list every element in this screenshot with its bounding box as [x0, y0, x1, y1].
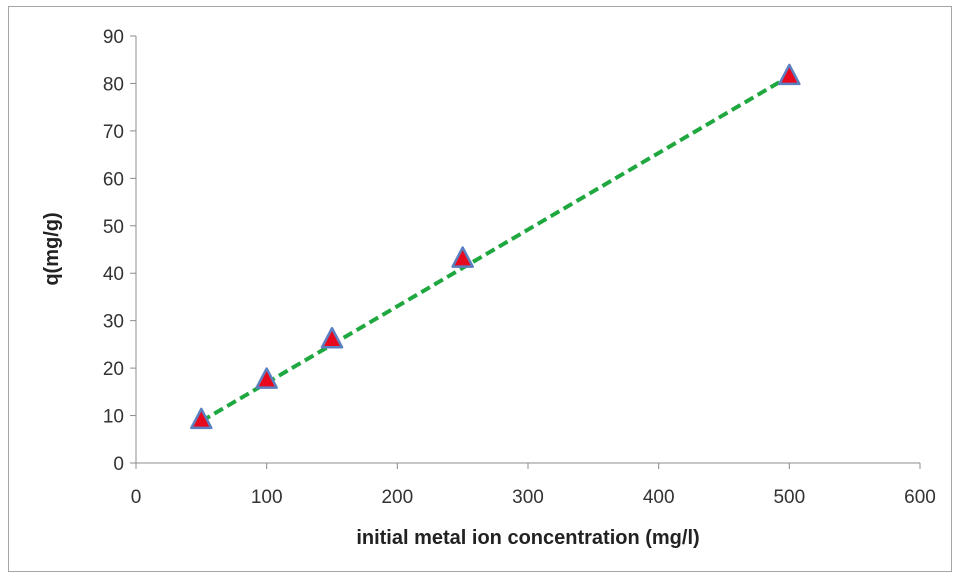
x-tick-label: 200	[381, 487, 413, 508]
axes	[130, 35, 921, 469]
x-tick-label: 600	[904, 487, 936, 508]
y-axis-title: q(mg/g)	[41, 212, 63, 285]
x-tick-label: 0	[131, 487, 142, 508]
x-tick-labels: 0 100 200 300 400 500 600	[131, 487, 936, 508]
y-tick-label: 10	[103, 407, 124, 428]
trendline	[200, 74, 791, 423]
x-tick-label: 300	[512, 487, 544, 508]
y-tick-label: 90	[103, 27, 124, 48]
y-tick-labels: 0 10 20 30 40 50 60 70 80 90	[103, 27, 124, 475]
data-point-marker	[451, 246, 474, 268]
y-tick-label: 0	[113, 454, 124, 475]
y-tick-label: 60	[103, 169, 124, 190]
y-tick-label: 20	[103, 359, 124, 380]
y-tick-label: 80	[103, 74, 124, 95]
trendline-layer	[200, 74, 791, 423]
y-tick-label: 30	[103, 312, 124, 333]
x-tick-label: 400	[643, 487, 675, 508]
chart-frame	[8, 6, 952, 572]
x-axis-title: initial metal ion concentration (mg/l)	[356, 527, 699, 549]
x-tick-label: 500	[773, 487, 805, 508]
y-tick-label: 50	[103, 217, 124, 238]
data-points	[190, 63, 801, 430]
y-tick-label: 70	[103, 122, 124, 143]
data-point-marker	[190, 407, 213, 430]
data-point-marker	[320, 326, 344, 349]
y-tick-label: 40	[103, 264, 124, 285]
x-tick-label: 100	[251, 487, 283, 508]
data-point-marker	[255, 367, 278, 389]
data-point-marker	[778, 63, 801, 86]
